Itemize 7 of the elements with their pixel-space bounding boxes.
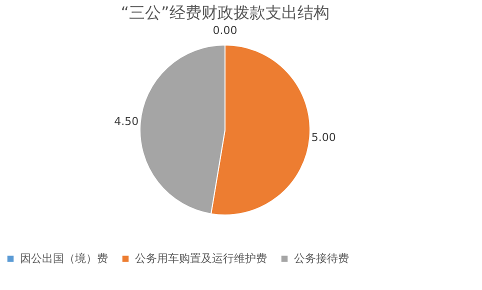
data-label: 4.50 bbox=[114, 114, 139, 128]
chart-title: “三公”经费财政拨款支出结构 bbox=[120, 3, 330, 22]
legend-label: 因公出国（境）费 bbox=[20, 252, 108, 265]
legend-label: 公务接待费 bbox=[294, 252, 349, 265]
legend-label: 公务用车购置及运行维护费 bbox=[135, 252, 267, 265]
data-label: 5.00 bbox=[311, 131, 336, 144]
text: 0.00 bbox=[212, 24, 238, 37]
